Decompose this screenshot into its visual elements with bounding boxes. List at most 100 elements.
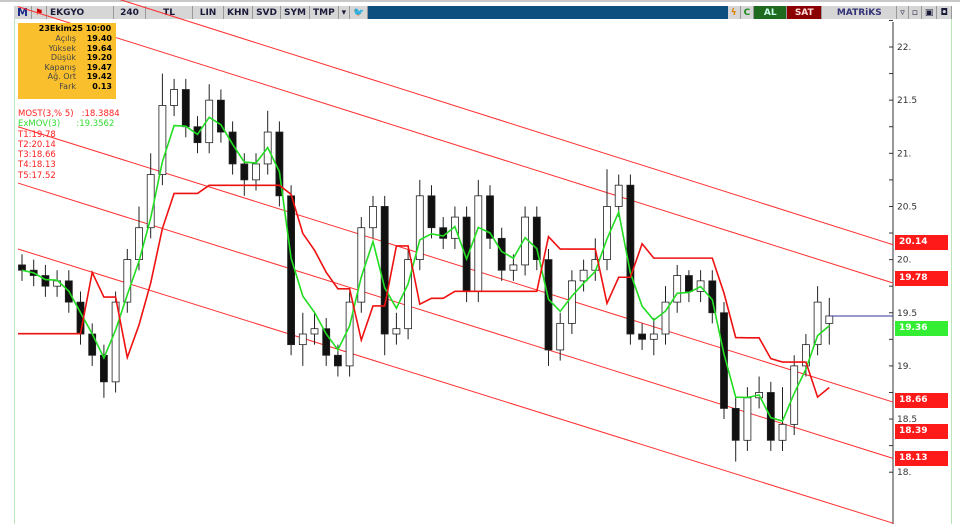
lightning-icon[interactable]: ϟ xyxy=(727,6,741,19)
candle-body xyxy=(287,195,296,346)
most-label: MOST(3,% 5) xyxy=(18,109,74,119)
candle-body xyxy=(310,328,319,335)
candle-body xyxy=(614,184,623,207)
price-tag: 19.78 xyxy=(895,270,948,286)
refresh-icon[interactable]: C xyxy=(740,6,755,19)
price-tag: 20.14 xyxy=(895,234,948,250)
candle-body xyxy=(579,269,588,282)
candle-body xyxy=(369,206,377,229)
info-date: 23Ekim25 10:00 xyxy=(38,24,112,33)
price-tag: 18.13 xyxy=(895,451,948,467)
info-value: 19.64 xyxy=(86,43,112,53)
info-key: Düşük xyxy=(50,53,76,62)
candle-body xyxy=(111,301,120,383)
candle-body xyxy=(778,423,787,441)
candle-body xyxy=(685,275,693,292)
candle-body xyxy=(181,89,190,128)
info-value: 0.13 xyxy=(92,81,112,91)
price-tag: 18.39 xyxy=(895,423,948,439)
candle-body xyxy=(802,344,810,367)
candle-body xyxy=(626,184,635,335)
candle-body xyxy=(100,354,108,383)
candle-body xyxy=(415,195,424,261)
y-tick-label: 19. xyxy=(897,362,911,372)
dropdown-icon[interactable]: ▾ xyxy=(338,6,351,19)
candle-body xyxy=(380,206,389,335)
t3-label: T3:18.66 xyxy=(18,150,56,161)
y-tick-label: 19.5 xyxy=(897,309,917,319)
tmp-button[interactable]: TMP xyxy=(309,6,339,19)
info-row: Kapanış 19.47 xyxy=(18,63,116,73)
info-row: Fark 0.13 xyxy=(18,82,116,92)
exmov-line xyxy=(21,116,830,422)
buy-button[interactable]: AL xyxy=(754,6,788,19)
y-tick-label: 20.5 xyxy=(897,202,917,212)
info-key: Kapanış xyxy=(44,62,76,72)
period-field[interactable]: 240 xyxy=(114,6,147,19)
candle-body xyxy=(123,259,132,303)
candle-body xyxy=(216,99,225,133)
candle-body xyxy=(603,206,611,260)
most-value: :18.3884 xyxy=(81,109,120,119)
y-tick-label: 21. xyxy=(897,149,911,159)
khn-button[interactable]: KHN xyxy=(224,6,254,19)
candle-body xyxy=(813,301,822,346)
close-icon[interactable]: ◘ xyxy=(937,6,952,19)
exmov-label: ExMOV(3) xyxy=(18,119,61,130)
candle-body xyxy=(731,408,740,441)
candle-body xyxy=(661,301,670,335)
minimize-icon[interactable]: ▫ xyxy=(908,6,922,19)
sym-button[interactable]: SYM xyxy=(281,6,310,19)
info-value: 19.40 xyxy=(86,34,112,43)
currency-field[interactable]: TL xyxy=(146,6,194,19)
info-key: Ağ. Ort xyxy=(47,72,76,81)
info-row: Düşük 19.20 xyxy=(18,53,116,63)
brand-label: MATRiKS xyxy=(822,6,898,19)
candle-body xyxy=(474,195,483,292)
info-row: Açılış 19.40 xyxy=(18,34,116,44)
maximize-icon[interactable]: ▣ xyxy=(921,6,938,19)
candle-body xyxy=(322,328,331,356)
candle-body xyxy=(158,105,167,175)
candle-body xyxy=(228,131,237,165)
info-value: 19.47 xyxy=(86,62,112,72)
candle-body xyxy=(720,312,728,409)
candle-body xyxy=(486,195,494,239)
sell-button[interactable]: SAT xyxy=(787,6,823,19)
channel-line-t2 xyxy=(119,0,894,246)
window-top-border xyxy=(0,0,960,2)
candle-body xyxy=(568,280,576,324)
channel-line-t3 xyxy=(17,126,894,403)
candle-body xyxy=(252,163,260,181)
twitter-icon[interactable]: 🐦 xyxy=(350,6,369,19)
candle-body xyxy=(18,264,26,271)
y-tick-label: 20. xyxy=(897,256,911,266)
lin-button[interactable]: LIN xyxy=(193,6,225,19)
y-tick-label: 21.5 xyxy=(897,96,917,106)
price-tag: 18.66 xyxy=(895,392,948,408)
t2-label: T2:20.14 xyxy=(18,139,56,150)
candle-body xyxy=(638,333,646,340)
candle-body xyxy=(345,301,354,367)
candle-body xyxy=(392,328,401,335)
info-key: Fark xyxy=(59,81,76,91)
candle-body xyxy=(497,237,506,271)
collapse-icon[interactable]: ▿ xyxy=(897,6,909,19)
most-line xyxy=(18,184,830,399)
candle-body xyxy=(532,216,541,261)
t5-label: T5:17.52 xyxy=(18,170,56,181)
symbol-link-icon[interactable]: ⚑ xyxy=(31,6,48,19)
candle-body xyxy=(544,259,553,351)
candle-body xyxy=(240,163,249,181)
symbol-field[interactable]: EKGYO xyxy=(47,6,115,19)
t1-label: T1:19.78 xyxy=(18,129,56,140)
chart-toolbar: M ⚑ EKGYO 240 TL LIN KHN SVD SYM TMP ▾ 🐦… xyxy=(14,6,952,19)
candle-body xyxy=(170,89,179,106)
candle-body xyxy=(357,227,366,303)
svd-button[interactable]: SVD xyxy=(253,6,281,19)
chart-frame xyxy=(14,19,952,524)
candle-body xyxy=(404,259,413,330)
exmov-value: :19.3562 xyxy=(76,119,115,130)
y-tick-label: 18.5 xyxy=(897,415,917,425)
